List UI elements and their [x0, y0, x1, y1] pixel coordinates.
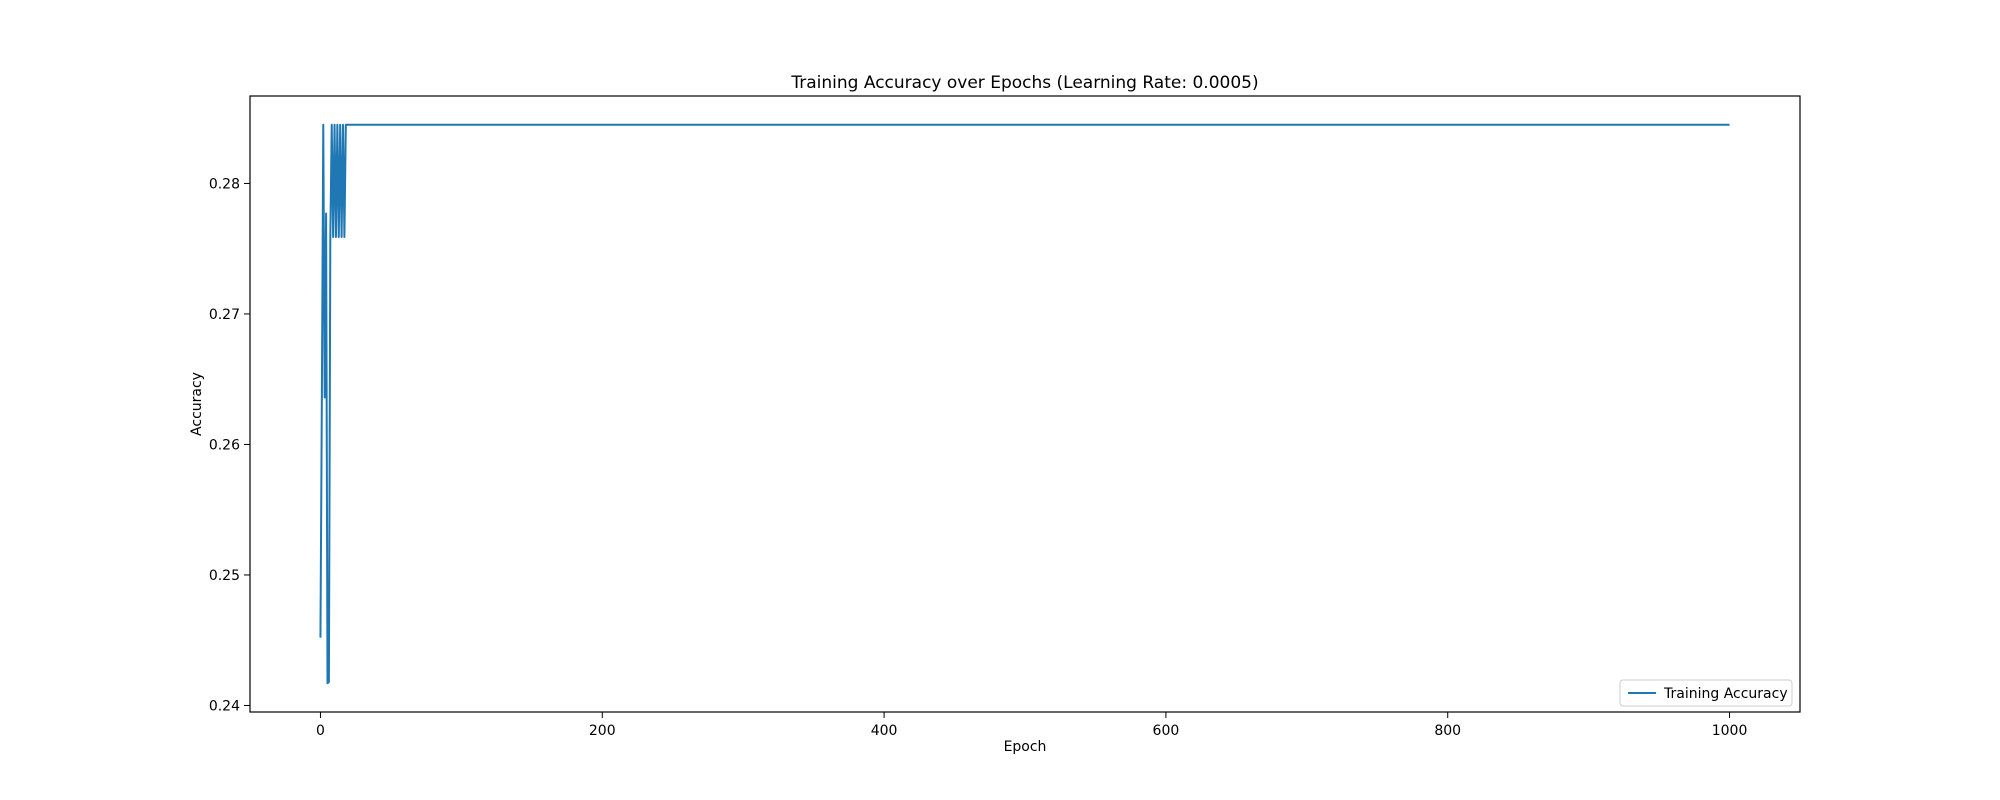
y-tick-label: 0.28: [209, 176, 240, 192]
x-tick-label: 0: [316, 723, 325, 739]
legend-box: [1619, 679, 1793, 707]
plot-frame: [249, 95, 1801, 713]
y-axis-label: Accuracy: [189, 372, 205, 436]
legend: Training Accuracy: [1619, 679, 1793, 707]
y-tick-label: 0.27: [209, 307, 240, 323]
x-tick-label: 1000: [1712, 723, 1748, 739]
x-axis: 0 200 400 600 800 1000: [316, 712, 1747, 739]
x-tick-label: 600: [1153, 723, 1180, 739]
x-tick-label: 400: [871, 723, 898, 739]
series-layer: [319, 123, 1730, 685]
x-tick-label: 800: [1434, 723, 1461, 739]
x-tick-label: 200: [589, 723, 616, 739]
plot-area: [319, 123, 1730, 685]
x-axis-label: Epoch: [1004, 739, 1047, 755]
y-tick-label: 0.25: [209, 568, 240, 584]
y-tick-label: 0.26: [209, 437, 240, 453]
series-line-training-accuracy: [319, 123, 1730, 685]
y-tick-label: 0.24: [209, 698, 240, 714]
chart-title: Training Accuracy over Epochs (Learning …: [790, 73, 1258, 93]
legend-label-training-accuracy: Training Accuracy: [1663, 686, 1788, 702]
y-axis: 0.24 0.25 0.26 0.27 0.28: [209, 176, 250, 714]
